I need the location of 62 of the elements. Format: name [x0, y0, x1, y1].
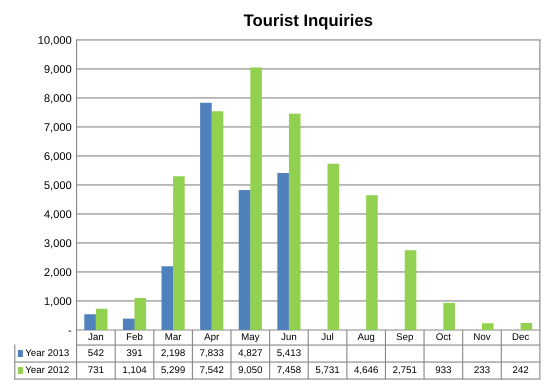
y-tick-label: 5,000	[44, 181, 72, 190]
bar	[173, 176, 185, 330]
bar	[84, 314, 96, 330]
bar	[162, 266, 174, 330]
data-label: 1,104	[123, 366, 146, 374]
x-tick-label: May	[242, 333, 260, 342]
data-label: 2,751	[393, 366, 416, 374]
legend-label: Year 2012	[25, 366, 69, 374]
bar	[404, 250, 416, 330]
y-tick-label: 3,000	[44, 239, 72, 248]
data-label: 233	[474, 366, 490, 374]
bar	[482, 323, 494, 330]
data-label: 7,458	[277, 366, 301, 374]
data-label: 391	[126, 349, 142, 356]
bar	[443, 302, 455, 330]
data-label: 731	[88, 366, 104, 374]
y-tick-label: 1,000	[44, 297, 72, 306]
y-tick-label: 4,000	[44, 210, 72, 220]
data-label: 5,299	[161, 366, 185, 374]
data-label: 933	[436, 366, 452, 374]
chart-title: Tourist Inquiries	[244, 14, 372, 30]
y-tick-label: 9,000	[44, 65, 72, 74]
x-tick-label: Jun	[281, 333, 296, 340]
data-label: 7,542	[200, 366, 224, 374]
x-tick-label: Mar	[166, 333, 182, 340]
bar	[250, 67, 262, 330]
data-label: 4,827	[238, 349, 262, 358]
x-tick-label: Aug	[358, 333, 374, 342]
x-tick-label: Apr	[204, 333, 220, 342]
data-label: 242	[512, 366, 528, 374]
x-tick-label: Sep	[396, 333, 413, 342]
y-tick-label: 6,000	[44, 152, 72, 162]
y-tick-label: 7,000	[44, 123, 72, 132]
y-tick-label: 10,000	[38, 36, 72, 46]
data-label: 542	[88, 349, 104, 356]
data-label: 2,198	[161, 349, 185, 358]
data-label: 7,833	[200, 349, 224, 358]
x-tick-label: Jan	[88, 333, 104, 340]
y-tick-label: 2,000	[44, 268, 72, 278]
data-label: 4,646	[354, 366, 378, 374]
bar	[200, 102, 212, 330]
x-tick-label: Dec	[512, 333, 529, 340]
legend-label: Year 2013	[25, 349, 69, 356]
data-label: 5,731	[316, 366, 340, 374]
y-tick-label: 8,000	[44, 94, 72, 104]
bar	[328, 164, 340, 330]
bar	[134, 298, 146, 330]
bar	[122, 318, 134, 330]
x-tick-label: Oct	[436, 333, 451, 340]
bar	[238, 190, 250, 330]
bar	[520, 322, 532, 330]
bar	[96, 308, 108, 330]
data-label: 9,050	[238, 366, 262, 374]
bar	[212, 111, 224, 330]
bar	[288, 114, 301, 330]
x-tick-label: Feb	[126, 332, 142, 340]
y-tick-label: -	[68, 330, 72, 332]
x-tick-label: Jul	[321, 332, 334, 340]
bar	[277, 172, 289, 330]
data-label: 5,413	[277, 349, 301, 358]
x-tick-label: Nov	[474, 333, 491, 340]
bar	[366, 195, 378, 330]
